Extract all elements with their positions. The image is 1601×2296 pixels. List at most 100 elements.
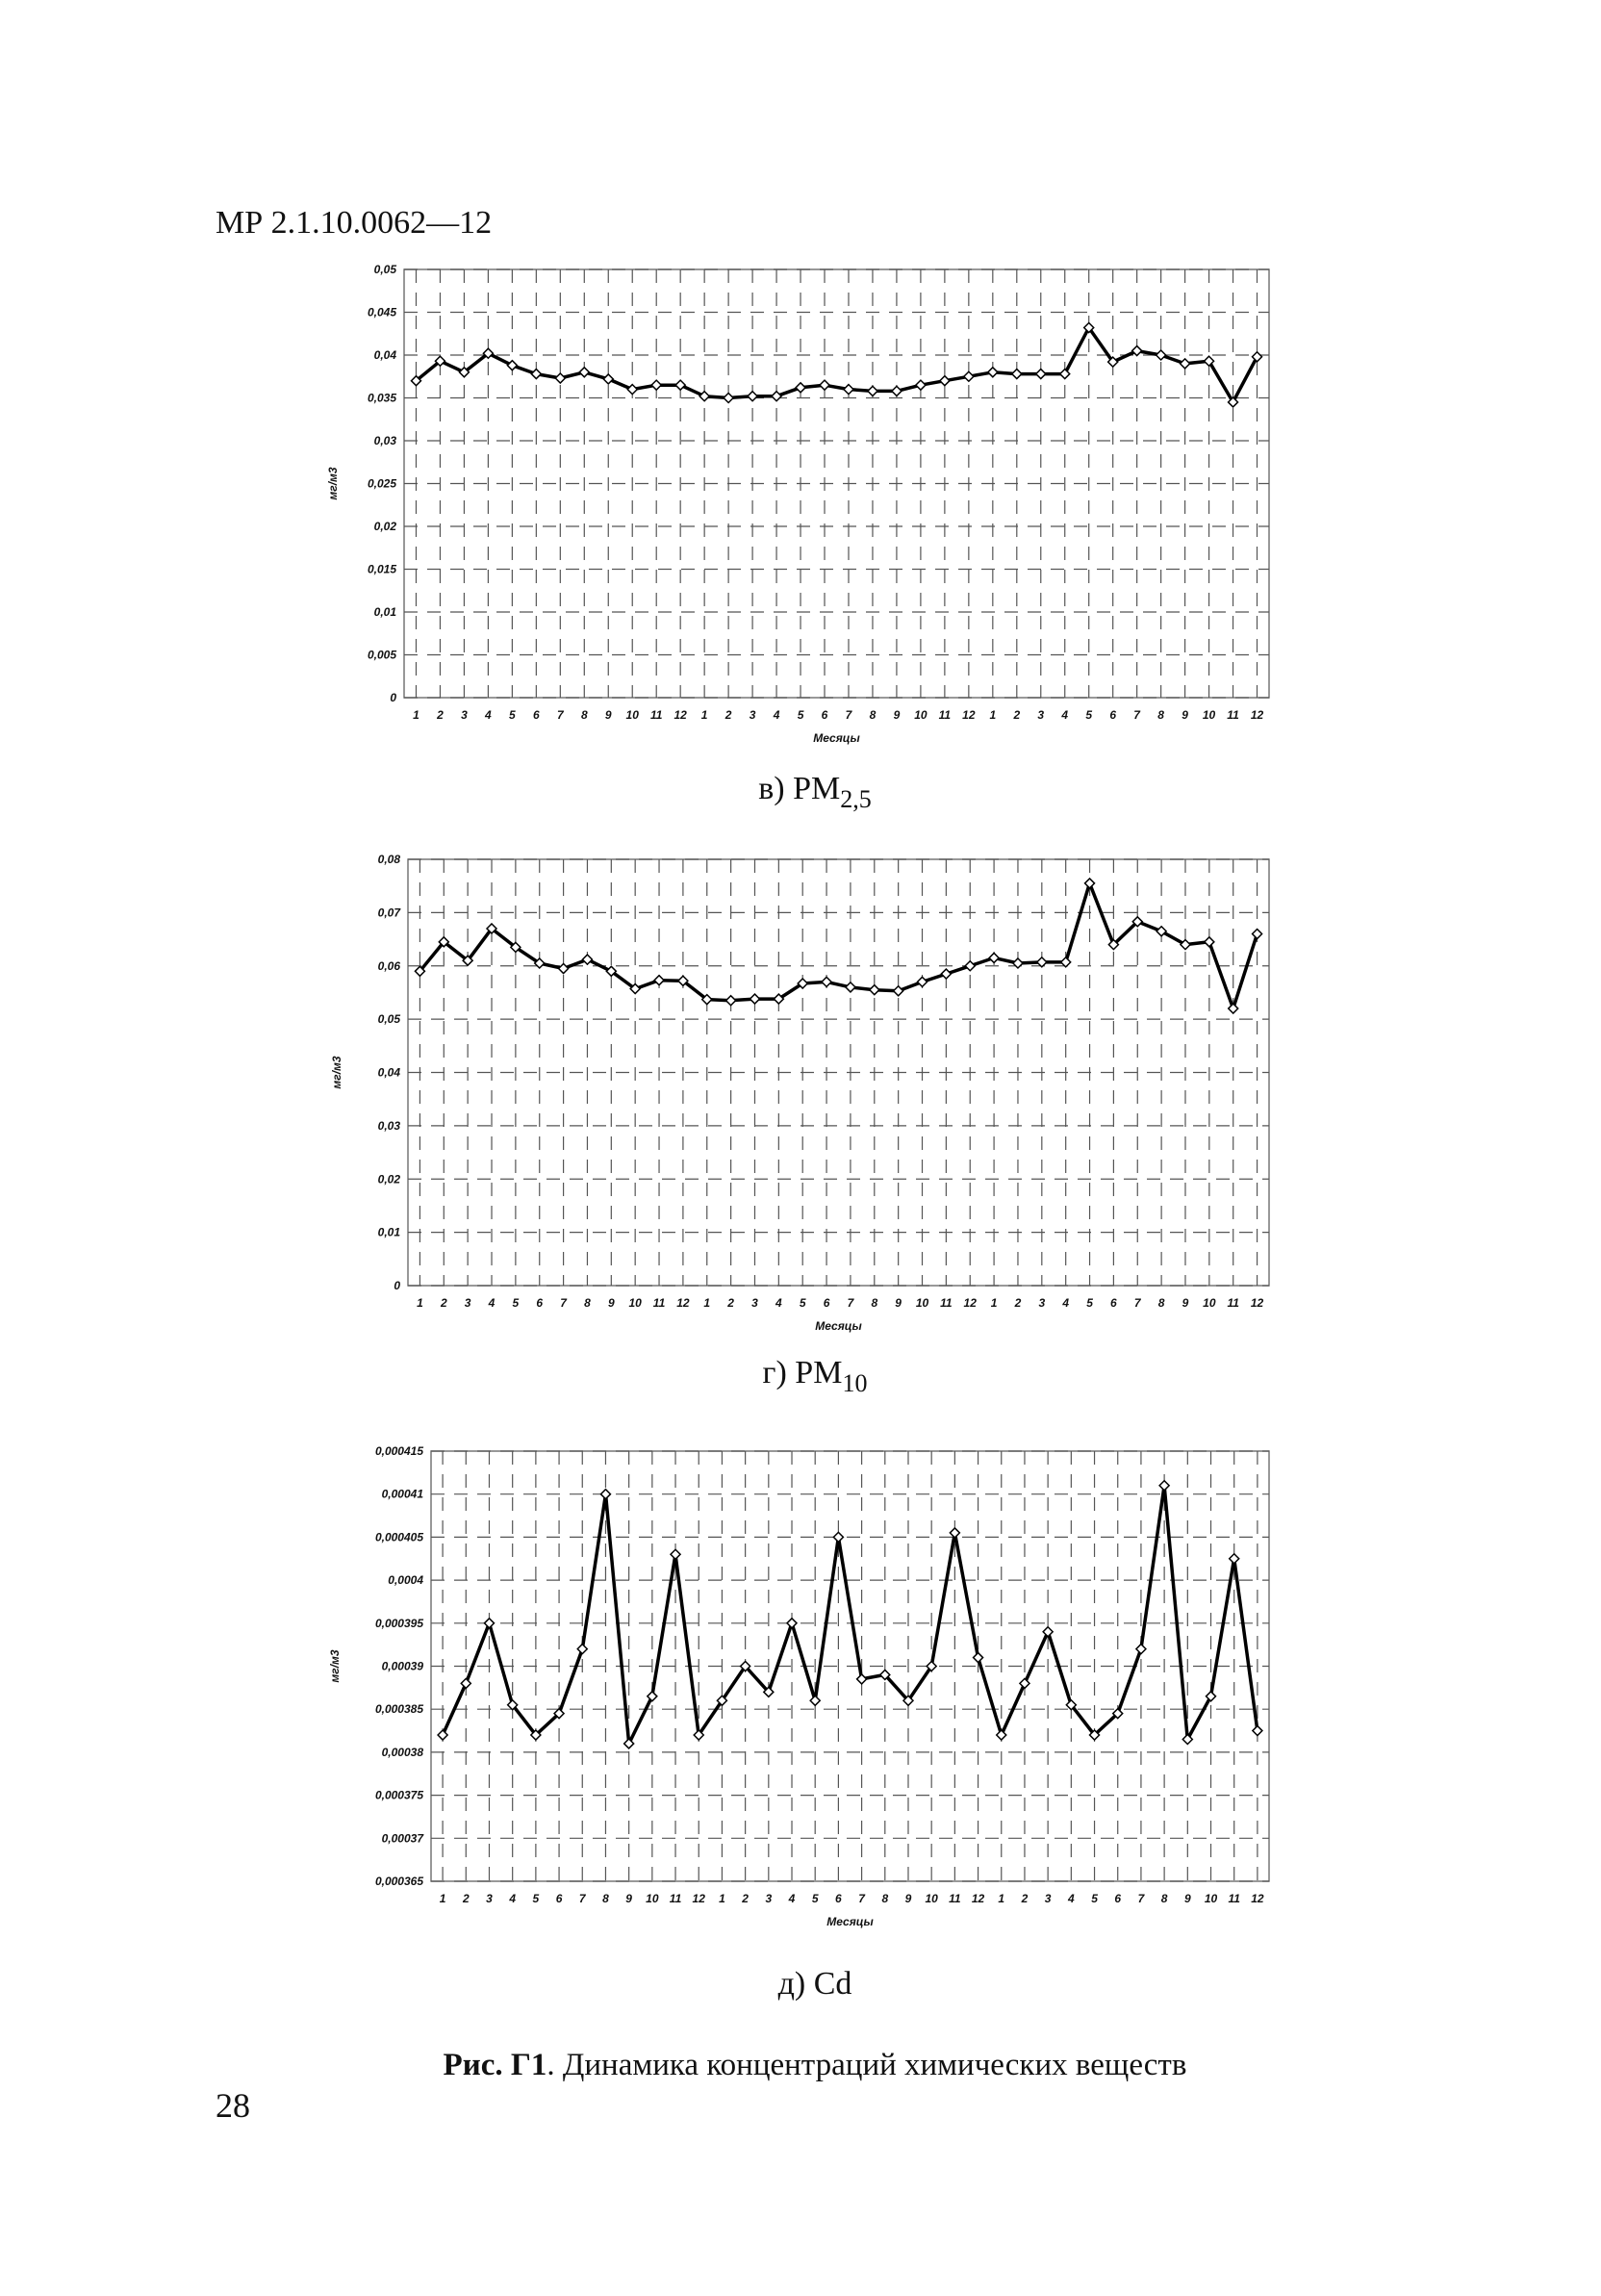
x-tick-label: 10 xyxy=(646,1892,659,1905)
data-point xyxy=(1018,1677,1031,1690)
x-tick-label: 6 xyxy=(824,1296,830,1310)
chart-caption: в) PM2,5 xyxy=(758,771,872,813)
data-point xyxy=(578,366,591,378)
data-point xyxy=(797,977,809,990)
y-tick-label: 0,000415 xyxy=(375,1444,423,1458)
data-point xyxy=(1179,938,1192,951)
x-tick-label: 11 xyxy=(1228,1892,1240,1905)
x-tick-label: 3 xyxy=(750,708,756,722)
chart-caption: д) Cd xyxy=(778,1966,852,2002)
data-point xyxy=(693,1728,705,1742)
data-point xyxy=(674,379,687,392)
x-tick-label: 7 xyxy=(560,1296,568,1310)
y-axis-label: мг/м3 xyxy=(326,467,340,499)
header: МР 2.1.10.0062—12 xyxy=(216,205,492,241)
y-tick-label: 0,05 xyxy=(374,263,397,276)
data-point xyxy=(1065,1698,1078,1711)
x-tick-label: 2 xyxy=(1014,1296,1022,1310)
y-tick-label: 0,07 xyxy=(378,906,402,919)
x-axis-label: Месяцы xyxy=(826,1915,874,1928)
x-tick-label: 2 xyxy=(726,1296,734,1310)
data-point xyxy=(676,975,689,987)
data-point xyxy=(602,372,615,385)
x-tick-label: 8 xyxy=(870,708,877,722)
data-point xyxy=(530,368,543,380)
caption-subscript: 2,5 xyxy=(840,785,872,813)
x-tick-label: 9 xyxy=(894,708,901,722)
x-tick-label: 12 xyxy=(674,708,688,722)
data-point xyxy=(809,1695,822,1707)
caption-subscript: 10 xyxy=(842,1369,867,1397)
y-tick-label: 0 xyxy=(394,1279,400,1292)
x-tick-label: 9 xyxy=(1182,1296,1189,1310)
x-tick-label: 8 xyxy=(1158,1296,1165,1310)
x-tick-label: 10 xyxy=(626,708,640,722)
data-point xyxy=(462,955,474,967)
data-point xyxy=(1107,938,1120,951)
y-tick-label: 0,01 xyxy=(378,1226,401,1239)
x-tick-label: 11 xyxy=(1227,1296,1239,1310)
x-tick-label: 6 xyxy=(1109,708,1116,722)
data-point xyxy=(747,390,759,402)
data-point xyxy=(1011,957,1025,970)
y-tick-label: 0,005 xyxy=(368,649,396,662)
data-point xyxy=(785,1617,799,1629)
y-tick-label: 0,00038 xyxy=(382,1746,424,1759)
data-point xyxy=(650,379,663,392)
data-point xyxy=(1155,348,1167,362)
x-tick-label: 12 xyxy=(1251,708,1264,722)
x-tick-label: 6 xyxy=(556,1892,563,1905)
data-point xyxy=(1042,1625,1055,1638)
data-point xyxy=(1106,356,1119,369)
x-tick-label: 2 xyxy=(1021,1892,1029,1905)
x-tick-label: 2 xyxy=(436,708,444,722)
y-tick-label: 0,000375 xyxy=(375,1789,423,1802)
data-point xyxy=(794,381,807,394)
x-tick-label: 4 xyxy=(773,708,780,722)
x-tick-label: 6 xyxy=(835,1892,842,1905)
x-tick-label: 1 xyxy=(701,708,708,722)
x-tick-label: 5 xyxy=(513,1296,520,1310)
data-point xyxy=(529,1728,542,1742)
figure-label: Рис. Г1 xyxy=(444,2048,547,2082)
x-tick-label: 3 xyxy=(486,1892,493,1905)
data-point xyxy=(1205,1690,1217,1702)
y-tick-label: 0,04 xyxy=(374,348,397,362)
x-tick-label: 12 xyxy=(1251,1296,1264,1310)
x-tick-label: 10 xyxy=(1203,708,1216,722)
data-point xyxy=(437,1728,449,1742)
x-tick-label: 11 xyxy=(1227,708,1239,722)
data-line xyxy=(441,1484,1259,1746)
data-point xyxy=(483,1617,496,1629)
y-tick-label: 0,00039 xyxy=(382,1660,424,1673)
data-point xyxy=(599,1488,612,1500)
data-point xyxy=(700,993,713,1006)
x-tick-label: 6 xyxy=(1114,1892,1121,1905)
data-point xyxy=(749,993,761,1006)
data-point xyxy=(485,922,498,935)
x-tick-label: 4 xyxy=(508,1892,516,1905)
x-tick-label: 10 xyxy=(629,1296,643,1310)
plot-area xyxy=(403,268,1270,699)
x-tick-label: 1 xyxy=(991,1296,998,1310)
data-point xyxy=(458,366,470,378)
data-point xyxy=(1203,935,1215,948)
x-tick-label: 3 xyxy=(1037,708,1044,722)
x-axis-label: Месяцы xyxy=(815,1319,862,1333)
y-tick-label: 0,00041 xyxy=(382,1488,424,1501)
x-tick-label: 12 xyxy=(676,1296,690,1310)
x-tick-label: 12 xyxy=(1251,1892,1264,1905)
y-tick-label: 0,0004 xyxy=(388,1573,423,1587)
x-tick-label: 1 xyxy=(989,708,996,722)
y-axis-label: мг/м3 xyxy=(328,1649,342,1682)
y-tick-label: 0,02 xyxy=(378,1172,401,1186)
data-point xyxy=(1182,1733,1194,1746)
x-tick-label: 5 xyxy=(1085,708,1092,722)
data-point xyxy=(868,983,880,996)
x-tick-label: 3 xyxy=(465,1296,471,1310)
x-tick-label: 1 xyxy=(998,1892,1004,1905)
data-point xyxy=(878,1669,891,1681)
data-point xyxy=(533,957,546,970)
data-point xyxy=(1156,925,1168,937)
